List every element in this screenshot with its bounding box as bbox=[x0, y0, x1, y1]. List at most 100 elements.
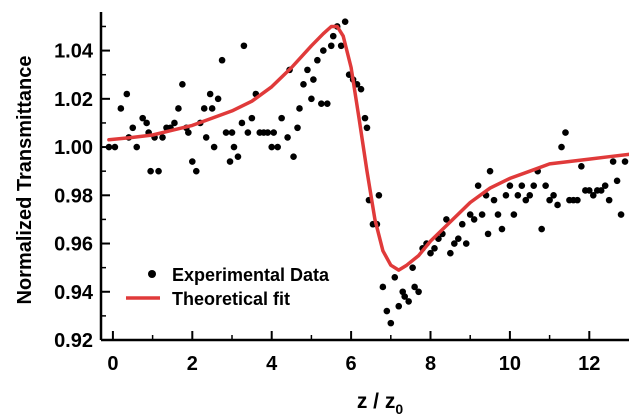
data-point bbox=[383, 307, 391, 315]
y-tick-label: 0.98 bbox=[54, 185, 93, 207]
x-tick-label: 2 bbox=[187, 353, 198, 375]
data-point bbox=[357, 85, 365, 93]
data-point bbox=[530, 182, 538, 189]
data-point bbox=[105, 143, 113, 151]
data-point bbox=[308, 95, 315, 103]
plot-area bbox=[105, 18, 629, 327]
data-point bbox=[214, 95, 222, 103]
data-point bbox=[123, 90, 131, 98]
data-point bbox=[202, 134, 210, 141]
data-point bbox=[248, 114, 256, 122]
data-point bbox=[361, 114, 369, 122]
data-point bbox=[155, 167, 162, 175]
data-point bbox=[206, 90, 214, 98]
data-point bbox=[447, 249, 454, 257]
data-point bbox=[185, 129, 192, 136]
data-point bbox=[458, 220, 466, 228]
data-point bbox=[337, 42, 345, 50]
data-point bbox=[375, 191, 383, 199]
data-point bbox=[470, 216, 478, 223]
data-point bbox=[222, 129, 230, 136]
data-point bbox=[443, 216, 450, 223]
legend-label-experimental: Experimental Data bbox=[172, 265, 330, 285]
data-point bbox=[621, 158, 629, 165]
data-point bbox=[171, 119, 178, 127]
data-point bbox=[506, 182, 514, 189]
data-point bbox=[270, 129, 277, 136]
data-point bbox=[613, 177, 621, 185]
data-point bbox=[589, 191, 597, 199]
data-point bbox=[486, 167, 494, 175]
data-point bbox=[514, 191, 522, 199]
data-point bbox=[304, 66, 311, 74]
data-point bbox=[179, 81, 186, 88]
data-point bbox=[554, 201, 561, 209]
data-point bbox=[405, 298, 412, 305]
x-axis-title-subscript: 0 bbox=[395, 401, 403, 416]
x-tick-label: 8 bbox=[425, 353, 436, 375]
data-point bbox=[189, 158, 196, 165]
y-tick-label: 0.92 bbox=[54, 330, 93, 352]
data-point bbox=[129, 124, 137, 132]
data-point bbox=[314, 56, 321, 64]
data-point bbox=[327, 42, 335, 50]
x-tick-label: 4 bbox=[266, 353, 278, 375]
data-point bbox=[318, 100, 325, 107]
data-point bbox=[117, 105, 125, 112]
data-point bbox=[240, 42, 248, 50]
data-point bbox=[278, 114, 285, 122]
x-tick-label: 6 bbox=[346, 353, 357, 375]
data-point bbox=[133, 143, 141, 151]
data-point bbox=[320, 47, 327, 54]
data-point bbox=[284, 134, 291, 141]
data-point bbox=[526, 191, 534, 199]
data-point bbox=[462, 240, 470, 247]
data-point bbox=[264, 129, 272, 136]
data-point bbox=[510, 211, 518, 218]
data-point bbox=[139, 114, 146, 122]
data-point bbox=[228, 129, 236, 136]
data-point bbox=[175, 105, 182, 112]
data-point bbox=[609, 158, 617, 165]
data-point bbox=[401, 293, 408, 300]
data-point bbox=[234, 153, 242, 161]
data-point bbox=[143, 119, 150, 127]
data-point bbox=[415, 288, 422, 296]
y-tick-label: 0.94 bbox=[54, 282, 94, 304]
data-point bbox=[210, 143, 218, 151]
data-point bbox=[558, 143, 565, 151]
y-tick-label: 1.02 bbox=[54, 89, 93, 111]
legend: Experimental Data Theoretical fit bbox=[126, 265, 330, 309]
x-axis-title: z / z0 bbox=[357, 390, 404, 416]
data-point bbox=[478, 211, 486, 218]
data-point bbox=[538, 225, 545, 233]
data-point bbox=[490, 196, 498, 204]
data-point bbox=[268, 143, 276, 151]
x-tick-label: 12 bbox=[578, 353, 600, 375]
data-point bbox=[395, 302, 403, 310]
data-point bbox=[218, 56, 226, 64]
data-point bbox=[296, 105, 303, 112]
data-point bbox=[601, 182, 609, 189]
data-point bbox=[546, 196, 553, 204]
data-point bbox=[451, 240, 458, 247]
data-point bbox=[310, 76, 317, 83]
data-point bbox=[586, 187, 593, 194]
data-point bbox=[550, 191, 557, 199]
x-tick-label: 10 bbox=[499, 353, 521, 375]
data-point bbox=[200, 105, 208, 112]
data-point bbox=[323, 100, 331, 107]
data-point bbox=[562, 129, 569, 136]
data-point bbox=[226, 158, 234, 165]
data-point bbox=[578, 163, 585, 170]
data-point bbox=[411, 283, 418, 291]
data-point bbox=[542, 182, 549, 189]
data-point bbox=[341, 18, 349, 25]
data-point bbox=[274, 143, 281, 151]
data-point bbox=[290, 153, 297, 161]
y-tick-label: 0.96 bbox=[54, 234, 93, 256]
data-point bbox=[498, 225, 506, 233]
data-point bbox=[208, 105, 216, 112]
x-tick-label: 0 bbox=[107, 353, 118, 375]
y-axis-title: Normalized Transmittance bbox=[14, 56, 36, 305]
